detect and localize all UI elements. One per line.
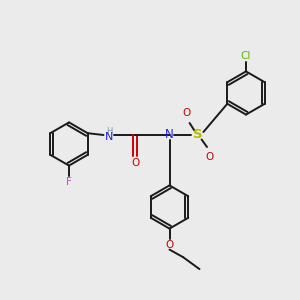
Text: N: N <box>165 128 174 142</box>
Text: F: F <box>66 177 72 187</box>
Text: O: O <box>131 158 139 168</box>
Text: O: O <box>182 108 191 118</box>
Text: Cl: Cl <box>241 51 251 61</box>
Text: N: N <box>105 131 114 142</box>
Text: S: S <box>193 128 203 142</box>
Text: O: O <box>165 240 174 250</box>
Text: H: H <box>106 127 113 136</box>
Text: O: O <box>205 152 214 162</box>
